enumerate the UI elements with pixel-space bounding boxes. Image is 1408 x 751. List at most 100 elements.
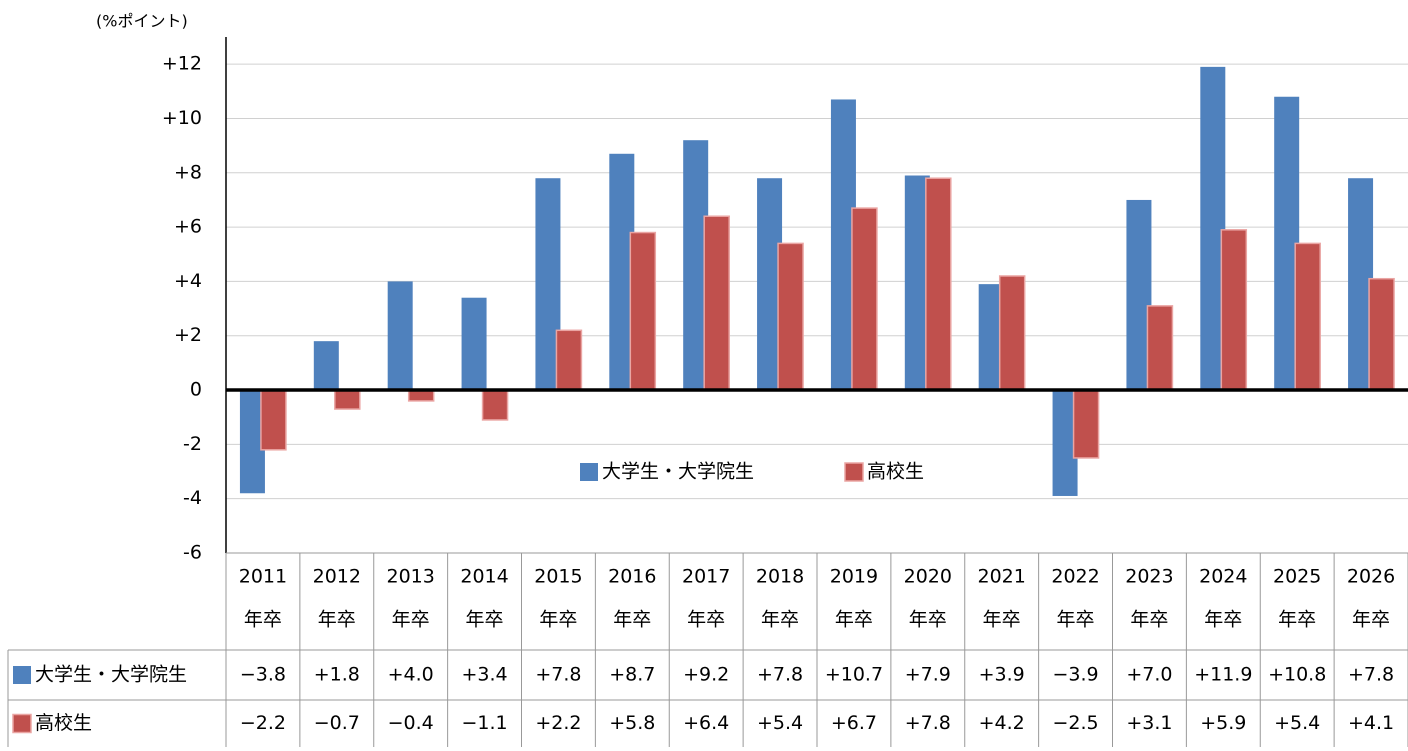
table-value: +3.1 — [1126, 712, 1172, 734]
table-value: +6.4 — [683, 712, 729, 734]
legend-swatch — [580, 463, 598, 481]
table-value: +3.4 — [461, 664, 507, 686]
table-value: −0.7 — [314, 712, 360, 734]
x-tick-label: 2017 — [682, 566, 730, 588]
table-value: +5.8 — [609, 712, 655, 734]
table-swatch — [12, 713, 32, 734]
x-tick-label: 2021 — [978, 566, 1026, 588]
x-tick-suffix: 年卒 — [392, 609, 430, 631]
table-value: +1.8 — [314, 664, 360, 686]
bar — [555, 329, 583, 391]
table-value: +7.8 — [757, 664, 803, 686]
x-tick-suffix: 年卒 — [318, 609, 356, 631]
x-tick-label: 2026 — [1347, 566, 1395, 588]
y-tick-label: +8 — [174, 161, 202, 183]
bar — [461, 297, 487, 391]
y-tick-label: 0 — [190, 379, 202, 401]
table-value: +7.8 — [1348, 664, 1394, 686]
bar — [629, 231, 657, 391]
table-value: +9.2 — [683, 664, 729, 686]
y-tick-label: +4 — [174, 270, 202, 292]
table-value: +10.7 — [825, 664, 883, 686]
x-tick-suffix: 年卒 — [909, 609, 947, 631]
table-value: +5.4 — [1274, 712, 1320, 734]
legend-label: 大学生・大学院生 — [602, 461, 754, 483]
y-tick-label: -4 — [183, 487, 202, 509]
table-value: +3.9 — [979, 664, 1025, 686]
table-value: −1.1 — [461, 712, 507, 734]
table-value: +8.7 — [609, 664, 655, 686]
legend-swatch — [844, 462, 864, 482]
table-value: +5.4 — [757, 712, 803, 734]
table-value: +6.7 — [831, 712, 877, 734]
x-tick-label: 2016 — [608, 566, 656, 588]
x-tick-label: 2013 — [387, 566, 435, 588]
bar — [777, 242, 804, 391]
bar — [1146, 305, 1174, 391]
x-tick-suffix: 年卒 — [613, 609, 651, 631]
x-tick-suffix: 年卒 — [1278, 609, 1316, 631]
bar — [1294, 242, 1321, 391]
y-tick-label: +2 — [174, 324, 202, 346]
table-value: +4.2 — [979, 712, 1025, 734]
legend-label: 高校生 — [867, 461, 924, 483]
table-swatch — [13, 666, 31, 684]
table-value: +4.0 — [388, 664, 434, 686]
bar — [998, 275, 1026, 391]
bar — [851, 207, 878, 391]
y-tick-label: +10 — [162, 107, 202, 129]
y-tick-label: -2 — [183, 433, 202, 455]
x-tick-suffix: 年卒 — [1204, 609, 1242, 631]
x-tick-suffix: 年卒 — [244, 609, 282, 631]
table-value: +5.9 — [1200, 712, 1246, 734]
x-tick-suffix: 年卒 — [539, 609, 577, 631]
table-value: +7.9 — [905, 664, 951, 686]
y-tick-label: +6 — [174, 216, 202, 238]
table-value: −3.8 — [240, 664, 286, 686]
table-value: −3.9 — [1052, 664, 1098, 686]
table-value: +11.9 — [1194, 664, 1252, 686]
y-unit-label: (%ポイント) — [96, 12, 188, 31]
bar — [1220, 229, 1248, 391]
x-tick-label: 2022 — [1051, 566, 1099, 588]
bar — [313, 341, 339, 391]
x-tick-label: 2025 — [1273, 566, 1321, 588]
y-tick-label: +12 — [162, 53, 202, 75]
bar — [387, 281, 413, 391]
x-tick-suffix: 年卒 — [466, 609, 504, 631]
table-value: +7.8 — [905, 712, 951, 734]
x-tick-suffix: 年卒 — [983, 609, 1021, 631]
x-tick-suffix: 年卒 — [761, 609, 799, 631]
x-tick-label: 2018 — [756, 566, 804, 588]
table-row-label: 大学生・大学院生 — [35, 664, 187, 686]
bar — [481, 389, 509, 421]
table-value: +2.2 — [535, 712, 581, 734]
x-tick-label: 2014 — [460, 566, 508, 588]
x-tick-suffix: 年卒 — [1057, 609, 1095, 631]
x-tick-label: 2015 — [534, 566, 582, 588]
bar — [703, 215, 730, 391]
x-tick-label: 2020 — [904, 566, 952, 588]
x-tick-suffix: 年卒 — [687, 609, 725, 631]
x-tick-label: 2024 — [1199, 566, 1247, 588]
table-value: +4.1 — [1348, 712, 1394, 734]
x-tick-suffix: 年卒 — [1352, 609, 1390, 631]
table-value: +10.8 — [1268, 664, 1326, 686]
bar — [1072, 389, 1100, 459]
x-tick-label: 2023 — [1125, 566, 1173, 588]
y-tick-label: -6 — [183, 542, 202, 564]
table-value: −2.2 — [240, 712, 286, 734]
x-tick-suffix: 年卒 — [835, 609, 873, 631]
bar — [925, 177, 952, 391]
bar — [1368, 277, 1395, 391]
table-value: +7.8 — [535, 664, 581, 686]
x-tick-label: 2019 — [830, 566, 878, 588]
table-value: +7.0 — [1126, 664, 1172, 686]
bar — [260, 389, 287, 451]
x-tick-label: 2012 — [313, 566, 361, 588]
x-tick-suffix: 年卒 — [1130, 609, 1168, 631]
bar — [334, 389, 361, 410]
table-row-label: 高校生 — [35, 712, 92, 734]
x-tick-label: 2011 — [239, 566, 287, 588]
